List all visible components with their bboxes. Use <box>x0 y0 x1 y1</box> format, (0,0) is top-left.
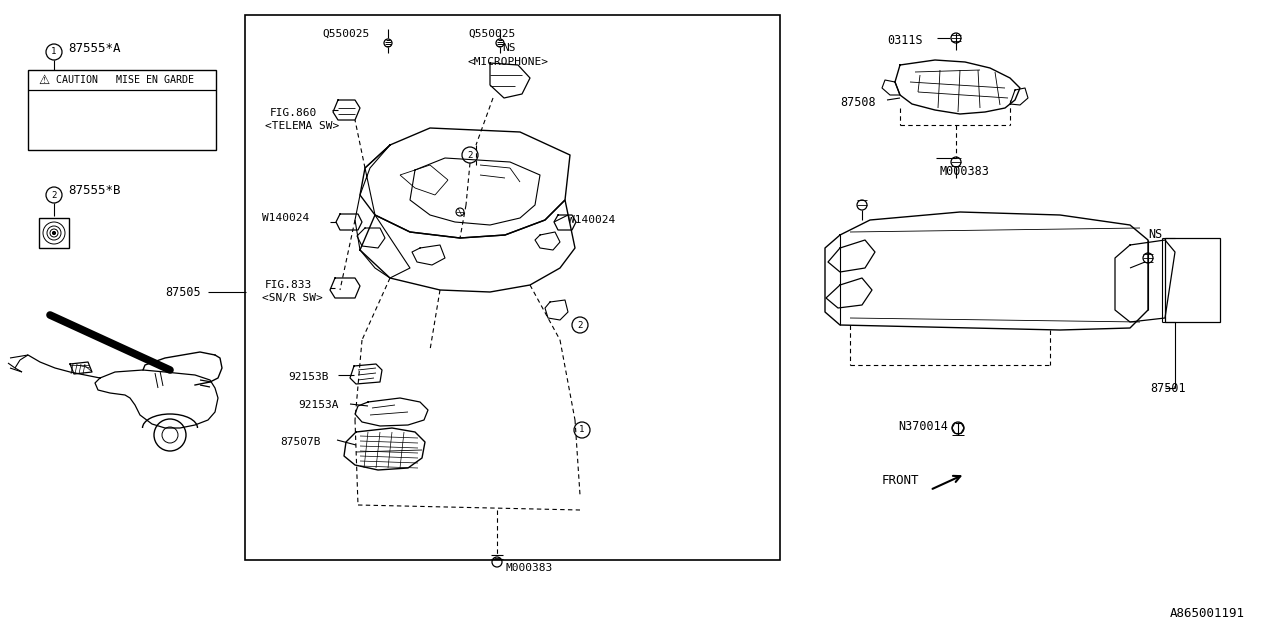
Text: Q550025: Q550025 <box>323 29 369 39</box>
Text: 1: 1 <box>580 426 585 435</box>
Text: 87507B: 87507B <box>280 437 320 447</box>
Text: 92153A: 92153A <box>298 400 338 410</box>
Circle shape <box>52 232 55 234</box>
Text: 2: 2 <box>577 321 582 330</box>
Text: FIG.860: FIG.860 <box>270 108 317 118</box>
Text: W140024: W140024 <box>568 215 616 225</box>
Text: W140024: W140024 <box>262 213 310 223</box>
Text: 87555*A: 87555*A <box>68 42 120 54</box>
Text: N370014: N370014 <box>899 420 948 433</box>
Bar <box>1165 238 1220 322</box>
Text: 87505: 87505 <box>165 285 201 298</box>
Text: 87501: 87501 <box>1149 382 1185 395</box>
Text: M000383: M000383 <box>940 165 989 178</box>
Text: CAUTION   MISE EN GARDE: CAUTION MISE EN GARDE <box>56 75 195 85</box>
Bar <box>28 70 216 150</box>
Text: NS: NS <box>502 43 516 53</box>
Text: 87508: 87508 <box>840 96 876 109</box>
Text: ⚠: ⚠ <box>38 74 49 86</box>
Text: FIG.833: FIG.833 <box>265 280 312 290</box>
Bar <box>244 15 780 560</box>
Text: <TELEMA SW>: <TELEMA SW> <box>265 121 339 131</box>
Text: A865001191: A865001191 <box>1170 607 1245 620</box>
Text: 1: 1 <box>51 47 56 56</box>
Text: Q550025: Q550025 <box>468 29 516 39</box>
Text: NS: NS <box>1148 228 1162 241</box>
Bar <box>38 218 69 248</box>
Text: 2: 2 <box>467 150 472 159</box>
Text: 0311S: 0311S <box>887 34 923 47</box>
Text: FRONT: FRONT <box>882 474 919 486</box>
Text: 87555*B: 87555*B <box>68 184 120 198</box>
Text: M000383: M000383 <box>506 563 553 573</box>
Text: 2: 2 <box>51 191 56 200</box>
Text: <MICROPHONE>: <MICROPHONE> <box>468 57 549 67</box>
Text: <SN/R SW>: <SN/R SW> <box>262 293 323 303</box>
Text: 92153B: 92153B <box>288 372 329 382</box>
